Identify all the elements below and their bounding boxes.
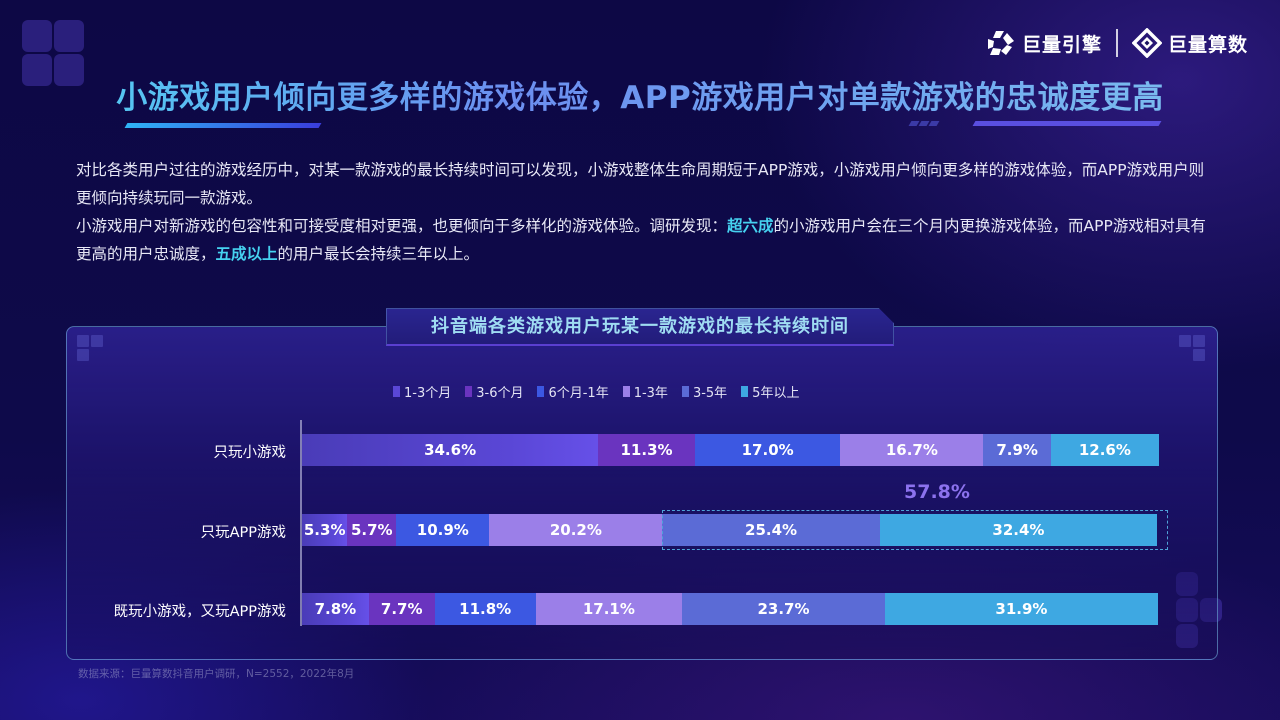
- bar-segment: 25.4%: [662, 514, 880, 546]
- highlight-over-sixty-percent: 超六成: [727, 217, 774, 235]
- paragraph-2: 小游戏用户对新游戏的包容性和可接受度相对更强，也更倾向于多样化的游戏体验。调研发…: [76, 217, 1206, 263]
- legend-swatch: [622, 386, 630, 397]
- title-underline-left: [124, 123, 322, 128]
- row-label: 只玩小游戏: [213, 445, 287, 461]
- stacked-bar-row-2: 7.8% 7.7% 11.8% 17.1% 23.7% 31.9%: [302, 593, 1158, 625]
- legend-item: 1-3年: [622, 382, 668, 401]
- bar-segment: 10.9%: [396, 514, 490, 546]
- bar-segment: 34.6%: [302, 434, 599, 466]
- title-underline-stripes: [908, 121, 940, 126]
- legend-item: 5年以上: [741, 382, 799, 401]
- legend-item: 3-6个月: [465, 382, 523, 401]
- highlight-box: [662, 510, 1168, 550]
- legend-swatch: [681, 386, 689, 397]
- logo-divider: [1115, 29, 1118, 57]
- bar-segment: 32.4%: [879, 514, 1158, 546]
- legend-item: 3-5年: [681, 382, 727, 401]
- ocean-engine-logo: 巨量引擎: [986, 29, 1102, 57]
- bar-segment: 7.9%: [983, 434, 1051, 466]
- bar-segment: 7.7%: [368, 593, 435, 625]
- decorative-squares: [22, 20, 84, 86]
- bar-segment: 17.0%: [694, 434, 841, 466]
- legend-item: 6个月-1年: [537, 382, 609, 401]
- ocean-engine-logo-icon: [987, 31, 1014, 55]
- row-label: 既玩小游戏，又玩APP游戏: [113, 604, 286, 620]
- brand-logos: 巨量引擎 巨量算数: [986, 28, 1248, 58]
- stacked-bar-row-0: 34.6% 11.3% 17.0% 16.7% 7.9% 12.6%: [302, 434, 1159, 466]
- page-title: 小游戏用户倾向更多样的游戏体验，APP游戏用户对单款游戏的忠诚度更高: [0, 72, 1280, 117]
- bar-segment: 5.3%: [302, 514, 348, 546]
- title-underline-right: [972, 121, 1162, 126]
- legend-item: 1-3个月: [393, 382, 451, 401]
- bar-segment: 23.7%: [682, 593, 885, 625]
- legend-swatch: [741, 386, 749, 397]
- paragraph-1: 对比各类用户过往的游戏经历中，对某一款游戏的最长持续时间可以发现，小游戏整体生命…: [76, 161, 1205, 207]
- bar-segment: 20.2%: [489, 514, 663, 546]
- highlight-over-fifty-percent: 五成以上: [215, 245, 278, 263]
- description-text: 对比各类用户过往的游戏经历中，对某一款游戏的最长持续时间可以发现，小游戏整体生命…: [76, 156, 1216, 268]
- bar-segment: 16.7%: [840, 434, 984, 466]
- bar-segment: 17.1%: [535, 593, 683, 625]
- bar-segment: 11.3%: [598, 434, 695, 466]
- panel-corner-decoration: [1179, 335, 1205, 361]
- legend-swatch: [465, 386, 473, 397]
- bar-segment: 11.8%: [434, 593, 536, 625]
- row-label: 只玩APP游戏: [200, 525, 286, 541]
- bar-segment: 5.7%: [347, 514, 397, 546]
- data-source: 数据来源：巨量算数抖音用户调研，N=2552，2022年8月: [78, 668, 355, 680]
- bar-segment: 31.9%: [884, 593, 1158, 625]
- stacked-bar-row-1: 5.3% 5.7% 10.9% 20.2% 25.4% 32.4%: [302, 514, 1158, 546]
- ocean-suanshu-logo-icon: [1131, 28, 1162, 58]
- panel-corner-decoration: [77, 335, 103, 361]
- chart-title: 抖音端各类游戏用户玩某一款游戏的最长持续时间: [386, 308, 894, 346]
- bar-segment: 7.8%: [302, 593, 369, 625]
- highlight-total-label: 57.8%: [904, 481, 970, 503]
- legend-swatch: [393, 386, 400, 397]
- y-axis-line: [300, 420, 302, 626]
- chart-legend: 1-3个月 3-6个月 6个月-1年 1-3年 3-5年 5年以上: [393, 382, 799, 401]
- legend-swatch: [537, 386, 545, 397]
- bar-segment: 12.6%: [1050, 434, 1159, 466]
- ocean-suanshu-logo: 巨量算数: [1131, 28, 1248, 58]
